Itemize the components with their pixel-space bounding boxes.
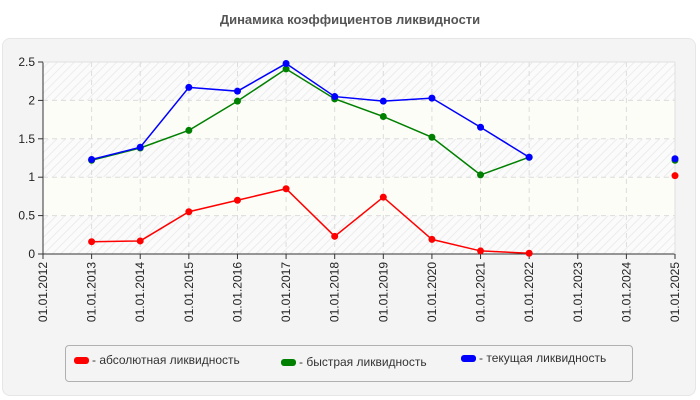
svg-text:01.01.2023: 01.01.2023 [571, 262, 585, 322]
chart-title: Динамика коэффициентов ликвидности [219, 12, 481, 27]
svg-text:01.01.2016: 01.01.2016 [230, 262, 244, 322]
svg-text:01.01.2025: 01.01.2025 [668, 262, 682, 322]
svg-text:2.5: 2.5 [18, 55, 35, 69]
legend: - абсолютная ликвидность - быстрая ликви… [65, 345, 633, 382]
svg-text:01.01.2015: 01.01.2015 [182, 262, 196, 322]
svg-text:0: 0 [28, 247, 35, 261]
svg-text:01.01.2017: 01.01.2017 [279, 262, 293, 322]
svg-text:01.01.2013: 01.01.2013 [85, 262, 99, 322]
legend-label: - быстрая ликвидность [299, 355, 427, 369]
svg-text:2: 2 [28, 93, 35, 107]
svg-text:1.5: 1.5 [18, 132, 35, 146]
svg-text:01.01.2019: 01.01.2019 [376, 262, 390, 322]
svg-text:01.01.2012: 01.01.2012 [36, 262, 50, 322]
green-swatch-icon [281, 358, 296, 366]
svg-text:01.01.2022: 01.01.2022 [522, 262, 536, 322]
svg-text:01.01.2024: 01.01.2024 [619, 262, 633, 322]
svg-text:1: 1 [28, 170, 35, 184]
svg-text:01.01.2014: 01.01.2014 [133, 262, 147, 322]
blue-swatch-icon [461, 354, 476, 362]
legend-label: - текущая ликвидность [479, 351, 607, 365]
svg-text:01.01.2021: 01.01.2021 [474, 262, 488, 322]
svg-text:01.01.2020: 01.01.2020 [425, 262, 439, 322]
legend-label: - абсолютная ликвидность [92, 353, 240, 367]
svg-text:01.01.2018: 01.01.2018 [328, 262, 342, 322]
legend-item-quick: - быстрая ликвидность [281, 355, 427, 369]
red-swatch-icon [74, 356, 89, 364]
svg-text:0.5: 0.5 [18, 209, 35, 223]
plot-area: 0 0.5 1 1.5 2 2.5 01.01.2012 01.01.2013 01.01.20… [18, 55, 682, 322]
legend-item-current: - текущая ликвидность [461, 351, 606, 365]
legend-item-absolute: - абсолютная ликвидность [74, 353, 240, 367]
